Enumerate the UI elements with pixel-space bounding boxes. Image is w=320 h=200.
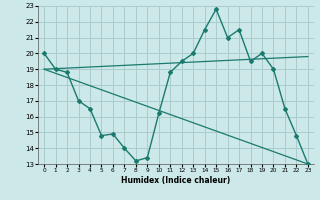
X-axis label: Humidex (Indice chaleur): Humidex (Indice chaleur)	[121, 176, 231, 185]
